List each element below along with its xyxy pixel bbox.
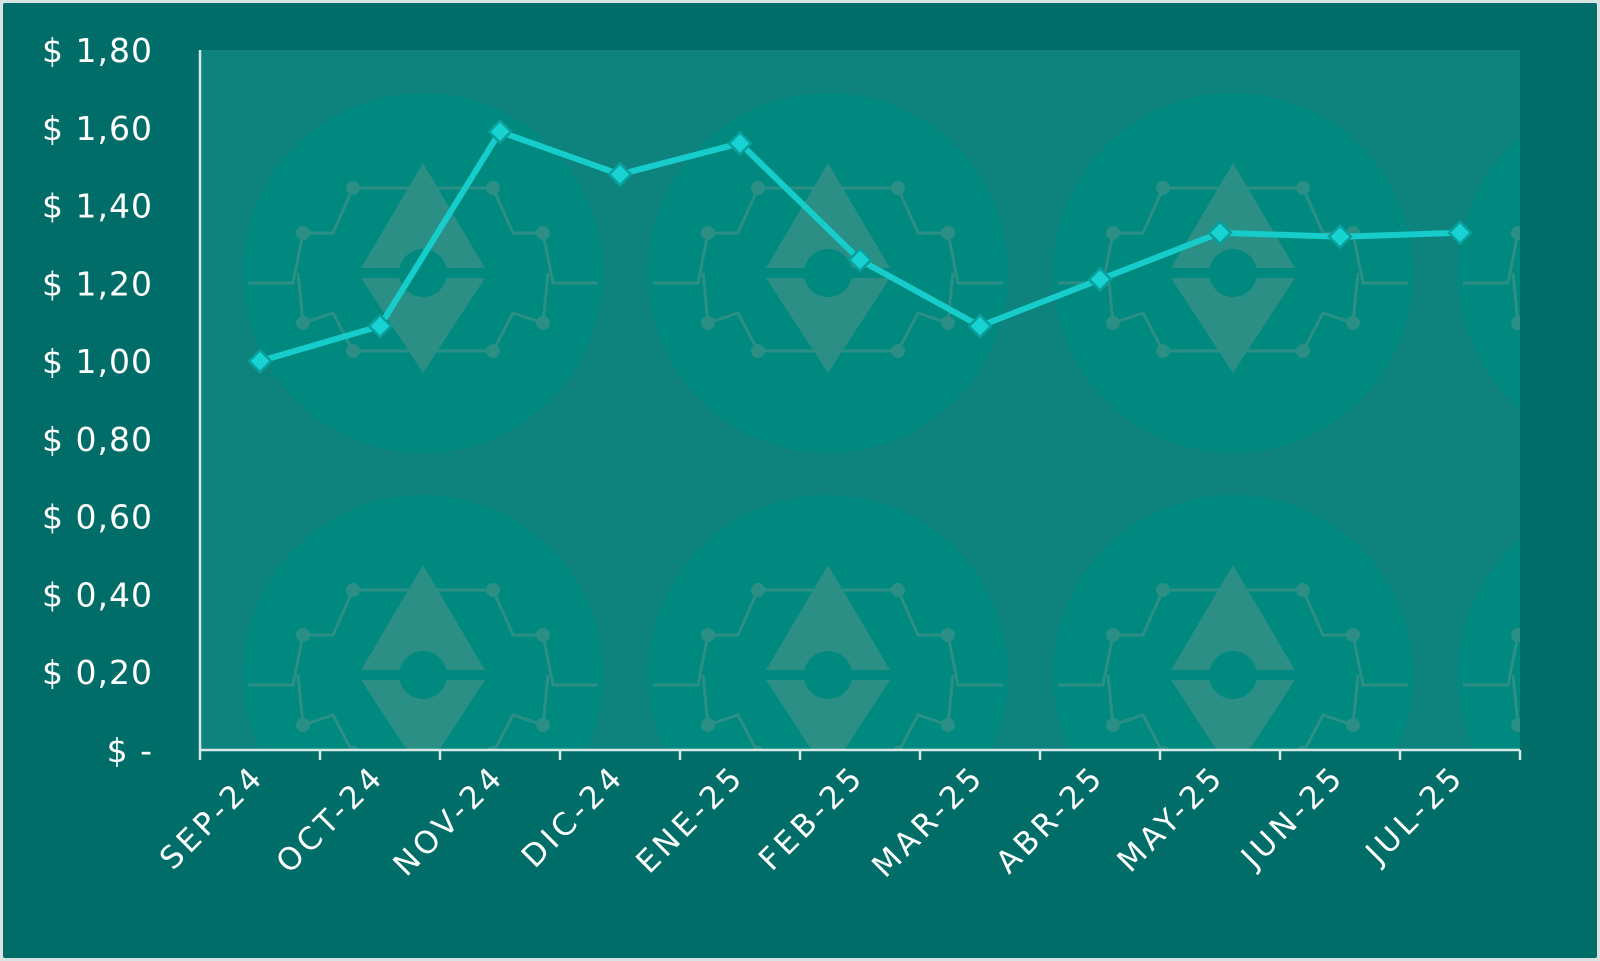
x-tick-label: ABR-25	[989, 758, 1112, 881]
y-axis-tick-labels: $ - $ 0,20 $ 0,40 $ 0,60 $ 0,80 $ 1,00 $ 1,20 $…	[42, 31, 153, 770]
data-point-marker	[367, 313, 393, 339]
data-point-marker	[1087, 266, 1113, 293]
data-point-marker	[1207, 220, 1233, 246]
data-point-marker	[487, 118, 513, 145]
chart-frame: .wm-circle{fill:#00897f;}.wm-mark{fill:#…	[3, 3, 1597, 958]
data-point-marker	[727, 130, 753, 157]
x-tick-label: ENE-25	[629, 758, 751, 880]
data-point-marker	[607, 161, 633, 188]
y-tick-label: $ 1,60	[42, 109, 153, 148]
watermark-tile	[1051, 493, 1415, 750]
y-tick-label: $ -	[107, 731, 153, 770]
y-tick-label: $ 1,80	[42, 31, 153, 70]
series-markers	[247, 118, 1473, 374]
price-line-chart: .wm-circle{fill:#00897f;}.wm-mark{fill:#…	[42, 31, 1522, 885]
y-tick-label: $ 0,20	[42, 653, 153, 692]
x-tick-label: OCT-24	[269, 758, 391, 880]
y-tick-label: $ 1,00	[42, 342, 153, 381]
data-point-marker	[247, 348, 273, 374]
x-tick-label: FEB-25	[752, 758, 872, 878]
watermark-tile	[1051, 91, 1415, 455]
data-point-marker	[967, 313, 993, 339]
x-tick-label: JUL-25	[1358, 758, 1472, 872]
x-tick-label: NOV-24	[386, 758, 511, 883]
y-tick-label: $ 0,40	[42, 575, 153, 614]
axes	[198, 50, 1522, 760]
data-point-marker	[847, 247, 873, 273]
y-tick-label: $ 1,20	[42, 264, 153, 303]
x-tick-label: MAY-25	[1110, 758, 1231, 879]
data-point-marker	[1447, 220, 1473, 246]
x-tick-label: MAR-25	[865, 758, 991, 884]
watermark-tile	[241, 493, 605, 750]
y-tick-label: $ 1,40	[42, 187, 153, 226]
watermark-tile	[646, 91, 1010, 455]
x-tick-label: JUN-25	[1233, 758, 1352, 877]
y-tick-label: $ 0,60	[42, 498, 153, 537]
y-tick-label: $ 0,80	[42, 420, 153, 459]
data-point-marker	[1327, 223, 1353, 250]
x-tick-label: DIC-24	[515, 758, 632, 875]
x-tick-label: SEP-24	[153, 758, 272, 877]
